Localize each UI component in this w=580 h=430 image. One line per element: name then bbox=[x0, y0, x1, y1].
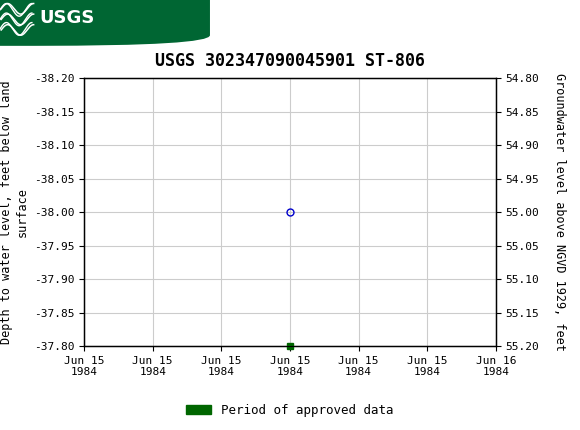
Text: USGS 302347090045901 ST-806: USGS 302347090045901 ST-806 bbox=[155, 52, 425, 71]
Y-axis label: Depth to water level, feet below land
surface: Depth to water level, feet below land su… bbox=[1, 80, 28, 344]
Y-axis label: Groundwater level above NGVD 1929, feet: Groundwater level above NGVD 1929, feet bbox=[553, 73, 566, 351]
Text: USGS: USGS bbox=[39, 9, 95, 27]
FancyBboxPatch shape bbox=[0, 0, 210, 46]
Legend: Period of approved data: Period of approved data bbox=[181, 399, 399, 421]
